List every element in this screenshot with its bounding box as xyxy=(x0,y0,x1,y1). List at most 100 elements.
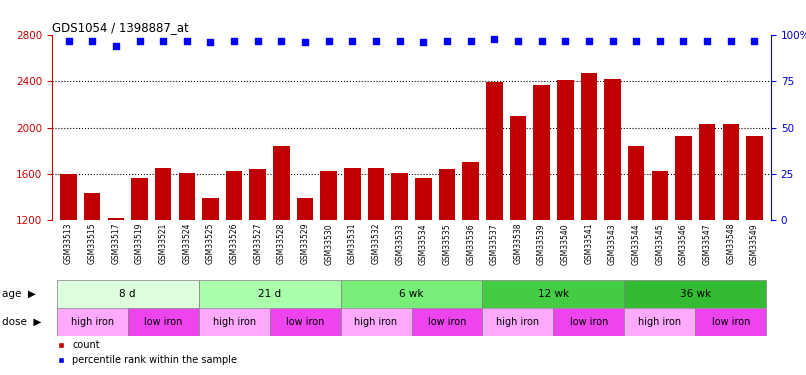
Bar xyxy=(699,124,716,359)
Bar xyxy=(344,168,360,359)
Bar xyxy=(625,308,696,336)
Text: GSM33546: GSM33546 xyxy=(679,223,688,265)
Bar xyxy=(269,308,341,336)
Bar xyxy=(483,308,554,336)
Text: GSM33521: GSM33521 xyxy=(159,223,168,264)
Text: GSM33537: GSM33537 xyxy=(490,223,499,265)
Bar xyxy=(486,82,503,359)
Text: GSM33531: GSM33531 xyxy=(348,223,357,264)
Text: GSM33533: GSM33533 xyxy=(395,223,404,265)
Point xyxy=(133,38,146,44)
Text: GSM33541: GSM33541 xyxy=(584,223,593,264)
Text: GSM33524: GSM33524 xyxy=(182,223,191,264)
Bar xyxy=(628,146,645,359)
Bar xyxy=(250,169,266,359)
Text: high iron: high iron xyxy=(496,317,539,327)
Point xyxy=(393,38,406,44)
Point xyxy=(606,38,619,44)
Bar xyxy=(554,308,625,336)
Bar xyxy=(198,280,341,308)
Bar xyxy=(202,198,218,359)
Text: low iron: low iron xyxy=(428,317,466,327)
Point xyxy=(488,36,501,42)
Bar xyxy=(179,172,195,359)
Bar xyxy=(155,168,172,359)
Bar xyxy=(341,308,412,336)
Bar xyxy=(604,79,621,359)
Bar xyxy=(412,308,483,336)
Text: 6 wk: 6 wk xyxy=(399,289,424,299)
Point xyxy=(370,38,383,44)
Text: low iron: low iron xyxy=(286,317,324,327)
Text: GSM33527: GSM33527 xyxy=(253,223,262,264)
Text: GDS1054 / 1398887_at: GDS1054 / 1398887_at xyxy=(52,21,189,34)
Bar xyxy=(226,171,243,359)
Text: GSM33513: GSM33513 xyxy=(64,223,73,264)
Text: dose  ▶: dose ▶ xyxy=(2,317,41,327)
Text: GSM33526: GSM33526 xyxy=(230,223,239,264)
Bar xyxy=(696,308,767,336)
Point xyxy=(700,38,713,44)
Text: low iron: low iron xyxy=(144,317,182,327)
Text: GSM33528: GSM33528 xyxy=(277,223,286,264)
Text: GSM33515: GSM33515 xyxy=(88,223,97,264)
Text: GSM33525: GSM33525 xyxy=(206,223,215,264)
Text: GSM33535: GSM33535 xyxy=(442,223,451,265)
Point xyxy=(512,38,525,44)
Point xyxy=(441,38,454,44)
Text: GSM33534: GSM33534 xyxy=(419,223,428,265)
Text: GSM33517: GSM33517 xyxy=(111,223,120,264)
Text: 21 d: 21 d xyxy=(258,289,281,299)
Point xyxy=(725,38,737,44)
Bar xyxy=(60,174,77,359)
Bar xyxy=(557,80,574,359)
Bar xyxy=(56,280,198,308)
Point xyxy=(629,38,642,44)
Text: low iron: low iron xyxy=(712,317,750,327)
Bar xyxy=(534,85,550,359)
Text: GSM33530: GSM33530 xyxy=(324,223,333,265)
Legend: count, percentile rank within the sample: count, percentile rank within the sample xyxy=(57,340,238,365)
Bar xyxy=(273,146,289,359)
Bar xyxy=(483,280,625,308)
Point xyxy=(156,38,169,44)
Bar xyxy=(321,171,337,359)
Point xyxy=(677,38,690,44)
Text: high iron: high iron xyxy=(213,317,256,327)
Bar xyxy=(56,308,127,336)
Point xyxy=(275,38,288,44)
Point xyxy=(417,39,430,45)
Point xyxy=(298,39,311,45)
Point xyxy=(110,43,123,49)
Bar xyxy=(438,169,455,359)
Text: GSM33544: GSM33544 xyxy=(632,223,641,265)
Bar xyxy=(463,162,479,359)
Text: GSM33539: GSM33539 xyxy=(537,223,546,265)
Text: GSM33538: GSM33538 xyxy=(513,223,522,264)
Bar xyxy=(107,218,124,359)
Point xyxy=(85,38,98,44)
Point xyxy=(748,38,761,44)
Bar xyxy=(392,172,408,359)
Text: GSM33540: GSM33540 xyxy=(561,223,570,265)
Text: 8 d: 8 d xyxy=(119,289,136,299)
Text: GSM33519: GSM33519 xyxy=(135,223,144,264)
Text: GSM33543: GSM33543 xyxy=(608,223,617,265)
Text: GSM33548: GSM33548 xyxy=(726,223,735,264)
Text: 12 wk: 12 wk xyxy=(538,289,569,299)
Bar xyxy=(580,73,597,359)
Text: GSM33547: GSM33547 xyxy=(703,223,712,265)
Point xyxy=(583,38,596,44)
Point xyxy=(535,38,548,44)
Bar xyxy=(368,168,384,359)
Bar xyxy=(675,136,692,359)
Bar xyxy=(722,124,739,359)
Text: 36 wk: 36 wk xyxy=(679,289,711,299)
Bar xyxy=(509,116,526,359)
Text: low iron: low iron xyxy=(570,317,608,327)
Bar xyxy=(341,280,483,308)
Text: GSM33545: GSM33545 xyxy=(655,223,664,265)
Bar xyxy=(84,194,101,359)
Bar xyxy=(746,136,762,359)
Point xyxy=(464,38,477,44)
